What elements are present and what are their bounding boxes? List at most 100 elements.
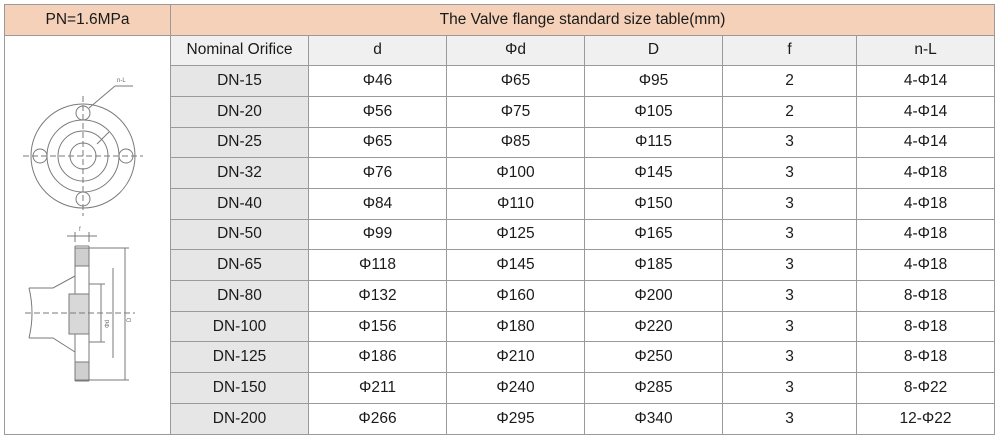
D-cell: Φ285 (584, 372, 723, 404)
column-header-phi-d: Φd (446, 34, 585, 67)
D-cell: Φ200 (584, 280, 723, 312)
f-cell: 3 (722, 126, 857, 159)
d-cell: Φ156 (308, 310, 447, 343)
n-l-cell: 4-Φ14 (855, 126, 996, 159)
nominal-orifice-cell: DN-25 (170, 126, 309, 159)
column-header-n-l: n-L (855, 34, 996, 67)
D-cell: Φ95 (584, 65, 723, 97)
drawing-label-nl: n-L (117, 78, 126, 84)
nominal-orifice-cell: DN-100 (170, 310, 309, 343)
f-cell: 3 (722, 249, 857, 281)
flange-front-view (23, 85, 143, 216)
phi-d-cell: Φ110 (446, 187, 585, 220)
phi-d-cell: Φ65 (446, 65, 585, 97)
phi-d-cell: Φ240 (446, 372, 585, 404)
table-row: DN-150 Φ211 Φ240 Φ285 3 8-Φ22 (5, 372, 996, 404)
f-cell: 3 (722, 310, 857, 343)
D-cell: Φ185 (584, 249, 723, 281)
pressure-rating: PN=1.6MPa (4, 4, 171, 36)
drawing-label-phid: Φd (105, 319, 111, 327)
D-cell: Φ145 (584, 157, 723, 189)
table-row: DN-200 Φ266 Φ295 Φ340 3 12-Φ22 (5, 402, 996, 435)
D-cell: Φ115 (584, 126, 723, 159)
nominal-orifice-cell: DN-65 (170, 249, 309, 281)
d-cell: Φ76 (308, 157, 447, 189)
f-cell: 3 (722, 402, 857, 435)
nominal-orifice-cell: DN-32 (170, 157, 309, 189)
drawing-label-D: D (127, 317, 133, 322)
n-l-cell: 8-Φ18 (855, 310, 996, 343)
D-cell: Φ150 (584, 187, 723, 220)
nominal-orifice-cell: DN-125 (170, 341, 309, 374)
nominal-orifice-cell: DN-80 (170, 280, 309, 312)
n-l-cell: 8-Φ22 (855, 372, 996, 404)
d-cell: Φ118 (308, 249, 447, 281)
phi-d-cell: Φ85 (446, 126, 585, 159)
column-header-D: D (584, 34, 723, 67)
flange-size-table: PN=1.6MPa The Valve flange standard size… (4, 4, 996, 435)
n-l-cell: 8-Φ18 (855, 280, 996, 312)
title-row: PN=1.6MPa The Valve flange standard size… (4, 4, 996, 36)
column-header-row: n-L Φd D f Nominal Orifice d Φd D f n-L (4, 34, 996, 435)
flange-drawing-cell: n-L Φd D f (4, 34, 171, 435)
n-l-cell: 4-Φ18 (855, 249, 996, 281)
nominal-orifice-cell: DN-15 (170, 65, 309, 97)
column-header-nominal-orifice: Nominal Orifice (170, 34, 309, 67)
D-cell: Φ105 (584, 95, 723, 128)
f-cell: 2 (722, 95, 857, 128)
phi-d-cell: Φ100 (446, 157, 585, 189)
table-row: DN-125 Φ186 Φ210 Φ250 3 8-Φ18 (5, 341, 996, 374)
D-cell: Φ250 (584, 341, 723, 374)
table-row: DN-25 Φ65 Φ85 Φ115 3 4-Φ14 (5, 126, 996, 159)
D-cell: Φ220 (584, 310, 723, 343)
phi-d-cell: Φ145 (446, 249, 585, 281)
table-row: DN-32 Φ76 Φ100 Φ145 3 4-Φ18 (5, 157, 996, 189)
n-l-cell: 4-Φ18 (855, 157, 996, 189)
phi-d-cell: Φ295 (446, 402, 585, 435)
d-cell: Φ132 (308, 280, 447, 312)
n-l-cell: 4-Φ14 (855, 95, 996, 128)
n-l-cell: 4-Φ18 (855, 187, 996, 220)
table-row: DN-40 Φ84 Φ110 Φ150 3 4-Φ18 (5, 187, 996, 220)
nominal-orifice-cell: DN-200 (170, 402, 309, 435)
d-cell: Φ211 (308, 372, 447, 404)
phi-d-cell: Φ180 (446, 310, 585, 343)
column-header-d: d (308, 34, 447, 67)
table-row: DN-100 Φ156 Φ180 Φ220 3 8-Φ18 (5, 310, 996, 343)
n-l-cell: 4-Φ14 (855, 65, 996, 97)
table-title: The Valve flange standard size table(mm) (169, 4, 996, 36)
n-l-cell: 12-Φ22 (855, 402, 996, 435)
f-cell: 3 (722, 372, 857, 404)
n-l-cell: 8-Φ18 (855, 341, 996, 374)
nominal-orifice-cell: DN-20 (170, 95, 309, 128)
phi-d-cell: Φ210 (446, 341, 585, 374)
phi-d-cell: Φ125 (446, 218, 585, 251)
table-row: DN-80 Φ132 Φ160 Φ200 3 8-Φ18 (5, 280, 996, 312)
flange-drawing: n-L Φd D f (23, 78, 143, 381)
phi-d-cell: Φ160 (446, 280, 585, 312)
d-cell: Φ46 (308, 65, 447, 97)
d-cell: Φ99 (308, 218, 447, 251)
f-cell: 3 (722, 280, 857, 312)
table-row: DN-50 Φ99 Φ125 Φ165 3 4-Φ18 (5, 218, 996, 251)
d-cell: Φ186 (308, 341, 447, 374)
nominal-orifice-cell: DN-40 (170, 187, 309, 220)
column-header-f: f (722, 34, 857, 67)
nominal-orifice-cell: DN-50 (170, 218, 309, 251)
nominal-orifice-cell: DN-150 (170, 372, 309, 404)
D-cell: Φ165 (584, 218, 723, 251)
table-row: DN-20 Φ56 Φ75 Φ105 2 4-Φ14 (5, 95, 996, 128)
f-cell: 3 (722, 157, 857, 189)
d-cell: Φ65 (308, 126, 447, 159)
d-cell: Φ266 (308, 402, 447, 435)
D-cell: Φ340 (584, 402, 723, 435)
d-cell: Φ84 (308, 187, 447, 220)
f-cell: 3 (722, 218, 857, 251)
f-cell: 3 (722, 187, 857, 220)
f-cell: 3 (722, 341, 857, 374)
flange-side-view (25, 231, 135, 381)
table-row: DN-65 Φ118 Φ145 Φ185 3 4-Φ18 (5, 249, 996, 281)
drawing-label-f: f (79, 227, 81, 233)
d-cell: Φ56 (308, 95, 447, 128)
